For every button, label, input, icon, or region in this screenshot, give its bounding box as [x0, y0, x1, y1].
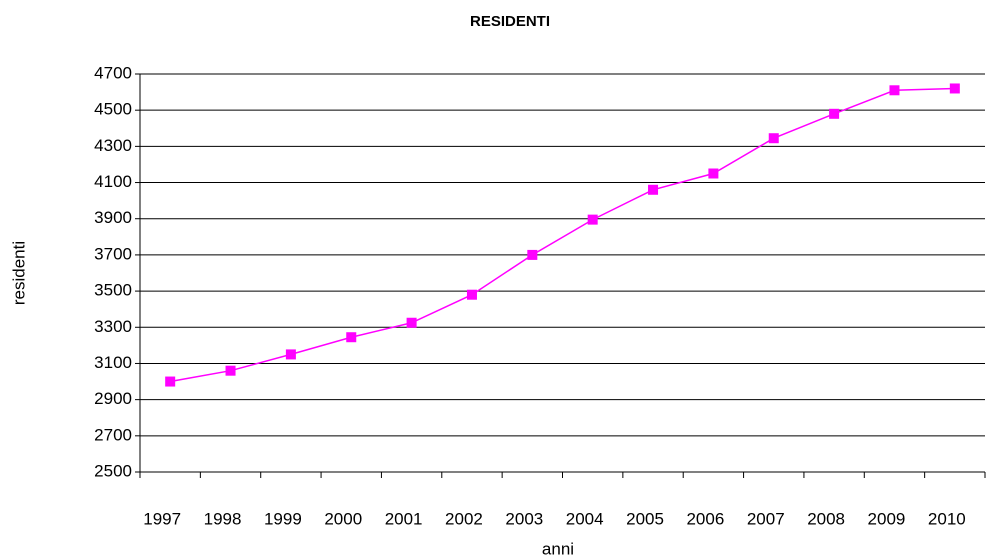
x-tick-label: 2007	[747, 509, 785, 528]
y-tick-label: 3500	[94, 281, 132, 300]
x-tick-label: 2003	[505, 509, 543, 528]
y-tick-label: 4700	[94, 63, 132, 82]
data-point	[889, 85, 900, 96]
x-tick-label: 2000	[324, 509, 362, 528]
y-tick-label: 4300	[94, 136, 132, 155]
data-point	[949, 83, 960, 94]
data-point	[285, 349, 296, 360]
x-tick-label: 2009	[868, 509, 906, 528]
x-tick-label: 2006	[686, 509, 724, 528]
x-axis-label: anni	[542, 539, 574, 558]
y-tick-label: 3100	[94, 353, 132, 372]
y-tick-label: 4500	[94, 100, 132, 119]
x-tick-label: 2005	[626, 509, 664, 528]
series-line	[170, 87, 955, 383]
chart-title: RESIDENTI	[470, 13, 550, 30]
x-tick-label: 2010	[928, 509, 966, 528]
data-point	[587, 214, 598, 225]
x-tick-label: 1999	[264, 509, 302, 528]
x-tick-label: 2008	[807, 509, 845, 528]
y-tick-label: 3700	[94, 244, 132, 263]
x-tick-label: 2001	[385, 509, 423, 528]
data-point	[165, 376, 176, 387]
y-tick-label: 2500	[94, 461, 132, 480]
y-tick-label: 4100	[94, 172, 132, 191]
y-tick-label: 3900	[94, 208, 132, 227]
y-axis-label: residenti	[9, 241, 28, 305]
data-point	[708, 168, 719, 179]
data-point	[527, 249, 538, 260]
x-tick-label: 1997	[143, 509, 181, 528]
data-point	[225, 365, 236, 376]
y-tick-label: 2900	[94, 389, 132, 408]
y-tick-label: 3300	[94, 317, 132, 336]
data-point	[768, 133, 779, 144]
data-point	[406, 317, 417, 328]
y-tick-label: 2700	[94, 425, 132, 444]
data-point	[829, 108, 840, 119]
data-point	[466, 289, 477, 300]
data-point	[648, 184, 659, 195]
x-tick-label: 1998	[204, 509, 242, 528]
data-point	[346, 332, 357, 343]
x-tick-label: 2004	[566, 509, 604, 528]
x-tick-label: 2002	[445, 509, 483, 528]
